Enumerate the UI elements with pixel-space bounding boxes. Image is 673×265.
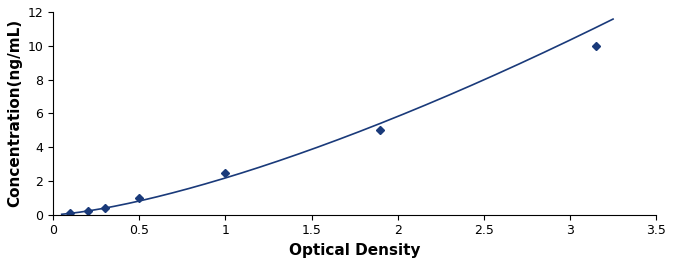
X-axis label: Optical Density: Optical Density [289, 243, 421, 258]
Y-axis label: Concentration(ng/mL): Concentration(ng/mL) [7, 19, 22, 207]
